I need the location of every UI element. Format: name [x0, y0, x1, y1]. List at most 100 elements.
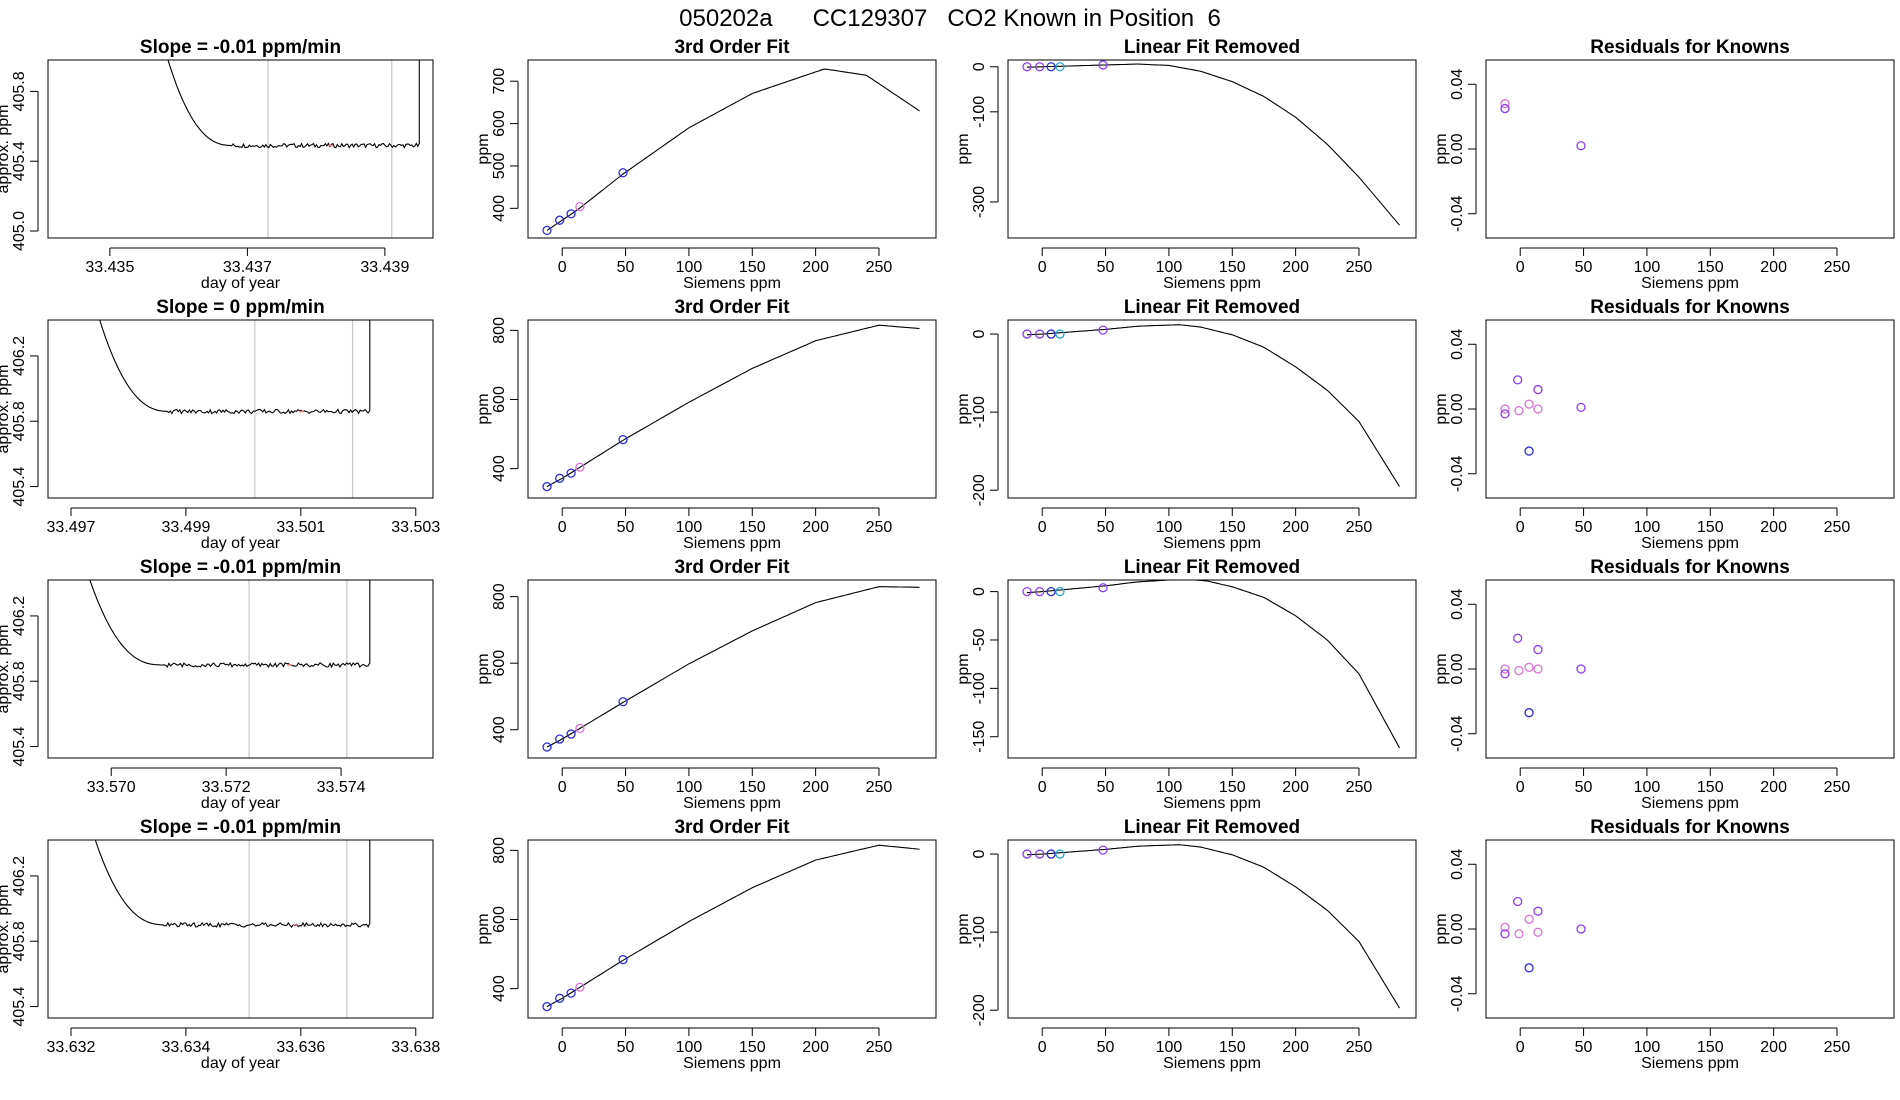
x-tick-label: 100: [1634, 519, 1661, 536]
series-trace: [167, 60, 420, 149]
x-tick-label: 0: [1516, 779, 1525, 796]
data-point: [555, 473, 565, 483]
data-point: [1500, 99, 1510, 109]
x-axis-label: day of year: [201, 535, 281, 552]
y-tick-label: -100: [971, 396, 988, 428]
panel-title: 3rd Order Fit: [674, 297, 790, 318]
y-tick-label: 406.2: [11, 856, 28, 896]
y-tick-label: 600: [491, 650, 508, 677]
x-tick-label: 100: [676, 259, 703, 276]
y-axis-label: ppm: [1433, 393, 1450, 424]
y-tick-label: 600: [491, 386, 508, 413]
x-tick-label: 33.439: [360, 259, 409, 276]
y-tick-label: 0: [971, 330, 988, 339]
data-point: [1576, 924, 1586, 934]
data-point: [618, 168, 628, 178]
data-point: [1513, 375, 1523, 385]
y-axis-label: ppm: [955, 393, 972, 424]
data-point: [1576, 141, 1586, 151]
x-tick-label: 150: [739, 519, 766, 536]
x-tick-label: 100: [676, 1039, 703, 1056]
y-tick-label: 0.00: [1449, 393, 1466, 424]
x-tick-label: 50: [617, 779, 635, 796]
panel-title: Linear Fit Removed: [1124, 557, 1300, 578]
data-point: [1533, 404, 1543, 414]
x-tick-label: 100: [676, 779, 703, 796]
x-tick-label: 33.632: [47, 1039, 96, 1056]
data-point: [1035, 62, 1045, 72]
plot-area: [1022, 844, 1400, 1009]
data-point: [1035, 329, 1045, 339]
panel-fit-row4: 3rd Order Fit 0 50 100 150 200 250 400 600 800 Sie…: [475, 817, 937, 1072]
data-point: [566, 988, 576, 998]
data-point: [1533, 384, 1543, 395]
x-tick-label: 150: [1219, 519, 1246, 536]
data-point: [542, 1001, 552, 1012]
panel-title: Slope = -0.01 ppm/min: [140, 817, 341, 838]
x-tick-label: 250: [1824, 1039, 1851, 1056]
x-tick-label: 200: [1282, 519, 1309, 536]
x-tick-label: 50: [1575, 779, 1593, 796]
fit-curve: [1026, 324, 1400, 487]
panel-title: Residuals for Knowns: [1590, 557, 1790, 578]
plot-frame: [47, 579, 434, 759]
data-point: [1514, 405, 1524, 416]
plot-frame: [1485, 319, 1895, 499]
x-tick-label: 33.570: [87, 779, 136, 796]
fit-curve: [1026, 580, 1400, 749]
panel-title: 3rd Order Fit: [674, 817, 790, 838]
fit-curve: [546, 844, 920, 1008]
x-axis-label: Siemens ppm: [1163, 1055, 1261, 1072]
y-tick-label: -100: [971, 672, 988, 704]
y-tick-label: 0.00: [1449, 653, 1466, 684]
plot-frame: [527, 839, 937, 1019]
data-point: [566, 729, 576, 739]
x-tick-label: 33.572: [202, 779, 251, 796]
fit-curve: [1026, 844, 1400, 1009]
x-tick-label: 50: [1097, 519, 1115, 536]
y-tick-label: 600: [491, 110, 508, 137]
y-axis-label: ppm: [955, 653, 972, 684]
data-point: [1524, 708, 1534, 718]
plot-area: [542, 586, 920, 752]
data-point: [1513, 896, 1523, 907]
x-axis-label: Siemens ppm: [1641, 1055, 1739, 1072]
x-tick-label: 50: [1575, 259, 1593, 276]
y-tick-label: -100: [971, 96, 988, 128]
data-point: [1524, 914, 1534, 924]
plot-frame: [1007, 579, 1417, 759]
data-point: [1500, 929, 1510, 939]
y-tick-label: 0.04: [1449, 329, 1466, 360]
fit-curve: [546, 324, 920, 488]
panel-series-row4: Slope = -0.01 ppm/min 33.632 33.634 33.636 3…: [0, 817, 440, 1072]
data-point: [1055, 329, 1065, 339]
x-axis-label: Siemens ppm: [683, 535, 781, 552]
y-tick-label: 406.2: [11, 596, 28, 636]
x-tick-label: 50: [1575, 1039, 1593, 1056]
x-tick-label: 50: [1097, 779, 1115, 796]
y-tick-label: -150: [971, 721, 988, 753]
x-tick-label: 150: [1219, 259, 1246, 276]
data-point: [1576, 664, 1586, 674]
plot-area: [542, 844, 920, 1012]
panel-series-row3: Slope = -0.01 ppm/min 33.570 33.572 33.574 4…: [0, 557, 434, 812]
y-tick-label: 405.8: [11, 401, 28, 441]
data-point: [1046, 586, 1056, 597]
x-tick-label: 0: [558, 779, 567, 796]
y-tick-label: -0.04: [1449, 715, 1466, 752]
x-axis-label: Siemens ppm: [683, 275, 781, 292]
x-tick-label: 0: [558, 259, 567, 276]
x-tick-label: 250: [1824, 779, 1851, 796]
data-point: [542, 742, 552, 752]
y-tick-label: 405.4: [11, 141, 28, 181]
x-tick-label: 200: [1282, 779, 1309, 796]
data-point: [1098, 60, 1108, 70]
data-point: [1022, 586, 1032, 597]
y-tick-label: 800: [491, 837, 508, 864]
x-tick-label: 150: [1697, 779, 1724, 796]
y-axis-label: approx. ppm: [0, 885, 12, 974]
x-tick-label: 150: [1697, 1039, 1724, 1056]
data-point: [1524, 963, 1534, 973]
data-point: [1046, 62, 1056, 72]
x-tick-label: 33.499: [161, 519, 210, 536]
